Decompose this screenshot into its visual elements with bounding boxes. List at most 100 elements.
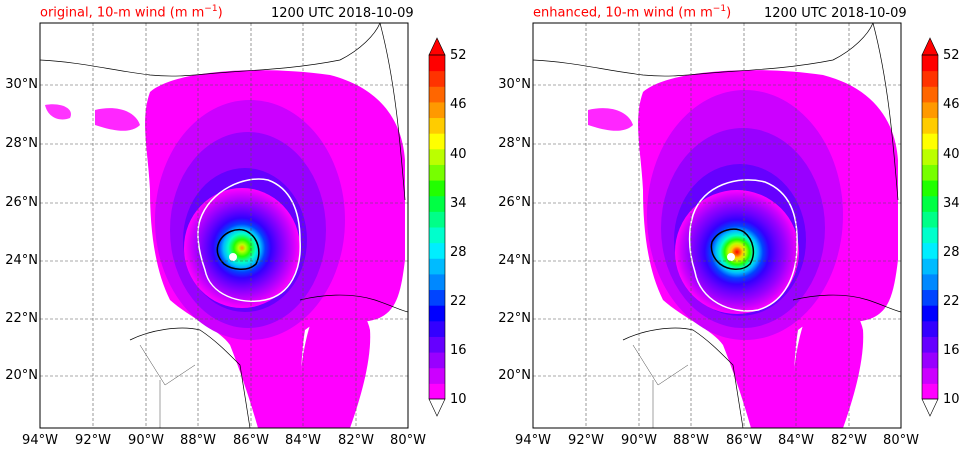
colorbar-segment xyxy=(922,195,938,212)
left-panel-time: 1200 UTC 2018-10-09 xyxy=(271,6,414,21)
right-panel-time: 1200 UTC 2018-10-09 xyxy=(764,6,907,21)
colorbar-segment xyxy=(429,148,445,165)
right-lat-label: 20°N xyxy=(498,368,531,383)
left-lat-label: 30°N xyxy=(5,77,38,92)
colorbar-segment xyxy=(429,55,445,72)
colorbar-segment xyxy=(922,289,938,306)
left-lat-label: 22°N xyxy=(5,311,38,326)
left-panel-title: original, 10-m wind (m m−1) xyxy=(40,4,223,21)
left-colorbar-tick: 46 xyxy=(450,97,467,112)
left-lon-label: 82°W xyxy=(338,433,374,448)
left-colorbar-tick: 16 xyxy=(450,343,467,358)
colorbar-segment xyxy=(429,383,445,400)
right-colorbar-tick: 10 xyxy=(943,392,960,407)
right-lon-label: 86°W xyxy=(726,433,762,448)
left-lon-label: 94°W xyxy=(22,433,58,448)
colorbar-segment xyxy=(922,258,938,275)
left-lat-label: 28°N xyxy=(5,136,38,151)
left-lon-label: 80°W xyxy=(390,433,426,448)
colorbar-segment xyxy=(922,352,938,369)
left-colorbar-tick: 22 xyxy=(450,294,467,309)
left-map xyxy=(40,23,408,428)
left-map-frame xyxy=(39,22,409,429)
left-colorbar xyxy=(428,37,446,417)
left-storm-core xyxy=(184,188,300,308)
right-storm-core xyxy=(675,190,799,314)
right-lon-label: 94°W xyxy=(515,433,551,448)
colorbar-segment xyxy=(922,227,938,244)
colorbar-segment xyxy=(922,164,938,181)
left-colorbar-tick: 10 xyxy=(450,392,467,407)
left-colorbar-tick: 40 xyxy=(450,147,467,162)
right-black-contour xyxy=(710,228,755,270)
left-lon-label: 92°W xyxy=(75,433,111,448)
colorbar-max-arrow xyxy=(428,37,446,56)
colorbar-segment xyxy=(429,195,445,212)
colorbar-segment xyxy=(429,336,445,353)
colorbar-segment xyxy=(429,305,445,322)
colorbar-segment xyxy=(922,305,938,322)
right-map xyxy=(533,23,901,428)
colorbar-segment xyxy=(922,211,938,228)
colorbar-min-arrow xyxy=(428,398,446,417)
colorbar-segment xyxy=(922,55,938,72)
colorbar-segment xyxy=(922,320,938,337)
left-lat-label: 24°N xyxy=(5,253,38,268)
right-lat-label: 22°N xyxy=(498,311,531,326)
right-colorbar-tick: 40 xyxy=(943,147,960,162)
colorbar-segment xyxy=(429,242,445,259)
colorbar-segment xyxy=(922,336,938,353)
colorbar-segment xyxy=(922,367,938,384)
right-colorbar-tick: 22 xyxy=(943,294,960,309)
colorbar-segment xyxy=(922,242,938,259)
colorbar-segment xyxy=(922,273,938,291)
right-lat-label: 24°N xyxy=(498,253,531,268)
colorbar-segment xyxy=(922,101,938,119)
colorbar-segment xyxy=(429,164,445,181)
colorbar-segment xyxy=(429,227,445,244)
right-lat-label: 28°N xyxy=(498,136,531,151)
right-lat-label: 30°N xyxy=(498,77,531,92)
colorbar-segment xyxy=(922,133,938,150)
left-colorbar-tick: 52 xyxy=(450,48,467,63)
colorbar-segment xyxy=(429,352,445,369)
colorbar-segment xyxy=(429,211,445,228)
colorbar-segment xyxy=(429,273,445,291)
colorbar-segment xyxy=(922,117,938,134)
colorbar-segment xyxy=(429,289,445,306)
colorbar-segment xyxy=(429,117,445,134)
left-black-contour xyxy=(216,228,260,270)
right-lon-label: 80°W xyxy=(883,433,919,448)
colorbar-segment xyxy=(429,180,445,197)
colorbar-segment xyxy=(922,383,938,400)
colorbar-segment xyxy=(922,148,938,165)
left-lon-label: 88°W xyxy=(180,433,216,448)
left-lon-label: 86°W xyxy=(233,433,269,448)
right-lat-label: 26°N xyxy=(498,195,531,210)
right-colorbar-tick: 46 xyxy=(943,97,960,112)
left-lat-label: 20°N xyxy=(5,368,38,383)
colorbar-segment xyxy=(429,367,445,384)
right-white-contour xyxy=(688,179,798,312)
right-colorbar xyxy=(921,37,939,417)
left-lon-label: 84°W xyxy=(285,433,321,448)
right-lon-label: 92°W xyxy=(568,433,604,448)
left-lon-label: 90°W xyxy=(128,433,164,448)
left-lat-label: 26°N xyxy=(5,195,38,210)
right-colorbar-tick: 34 xyxy=(943,196,960,211)
left-colorbar-tick: 34 xyxy=(450,196,467,211)
colorbar-max-arrow xyxy=(921,37,939,56)
colorbar-segment xyxy=(922,180,938,197)
colorbar-segment xyxy=(429,320,445,337)
colorbar-min-arrow xyxy=(921,398,939,417)
right-map-frame xyxy=(532,22,902,429)
right-lon-label: 84°W xyxy=(778,433,814,448)
colorbar-segment xyxy=(429,101,445,119)
left-colorbar-tick: 28 xyxy=(450,245,467,260)
colorbar-frame xyxy=(428,54,446,400)
colorbar-segment xyxy=(922,86,938,103)
right-colorbar-tick: 28 xyxy=(943,245,960,260)
right-panel-title: enhanced, 10-m wind (m m−1) xyxy=(533,4,732,21)
right-lon-label: 88°W xyxy=(673,433,709,448)
